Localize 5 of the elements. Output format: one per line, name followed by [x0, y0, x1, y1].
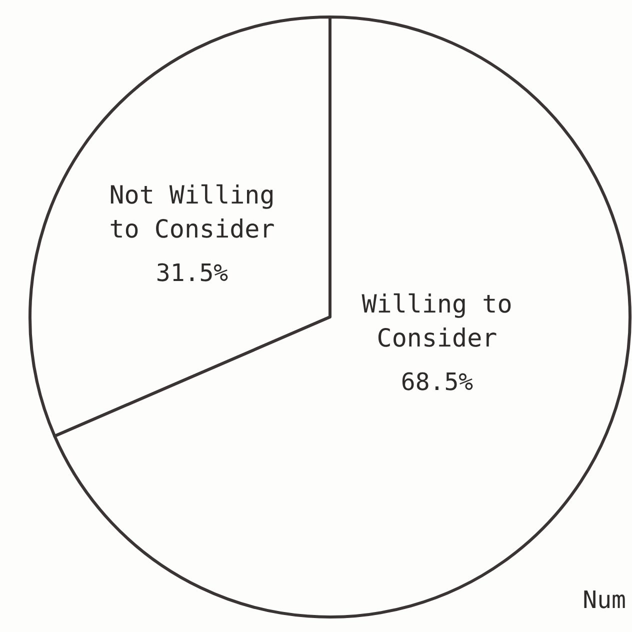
- data-label: 31.5%: [156, 259, 229, 287]
- text: Num: [582, 586, 626, 614]
- slice-label: Willing to Consider: [362, 290, 512, 352]
- data-label: 68.5%: [400, 368, 474, 396]
- slice-label: Not Willing to Consider: [109, 180, 275, 244]
